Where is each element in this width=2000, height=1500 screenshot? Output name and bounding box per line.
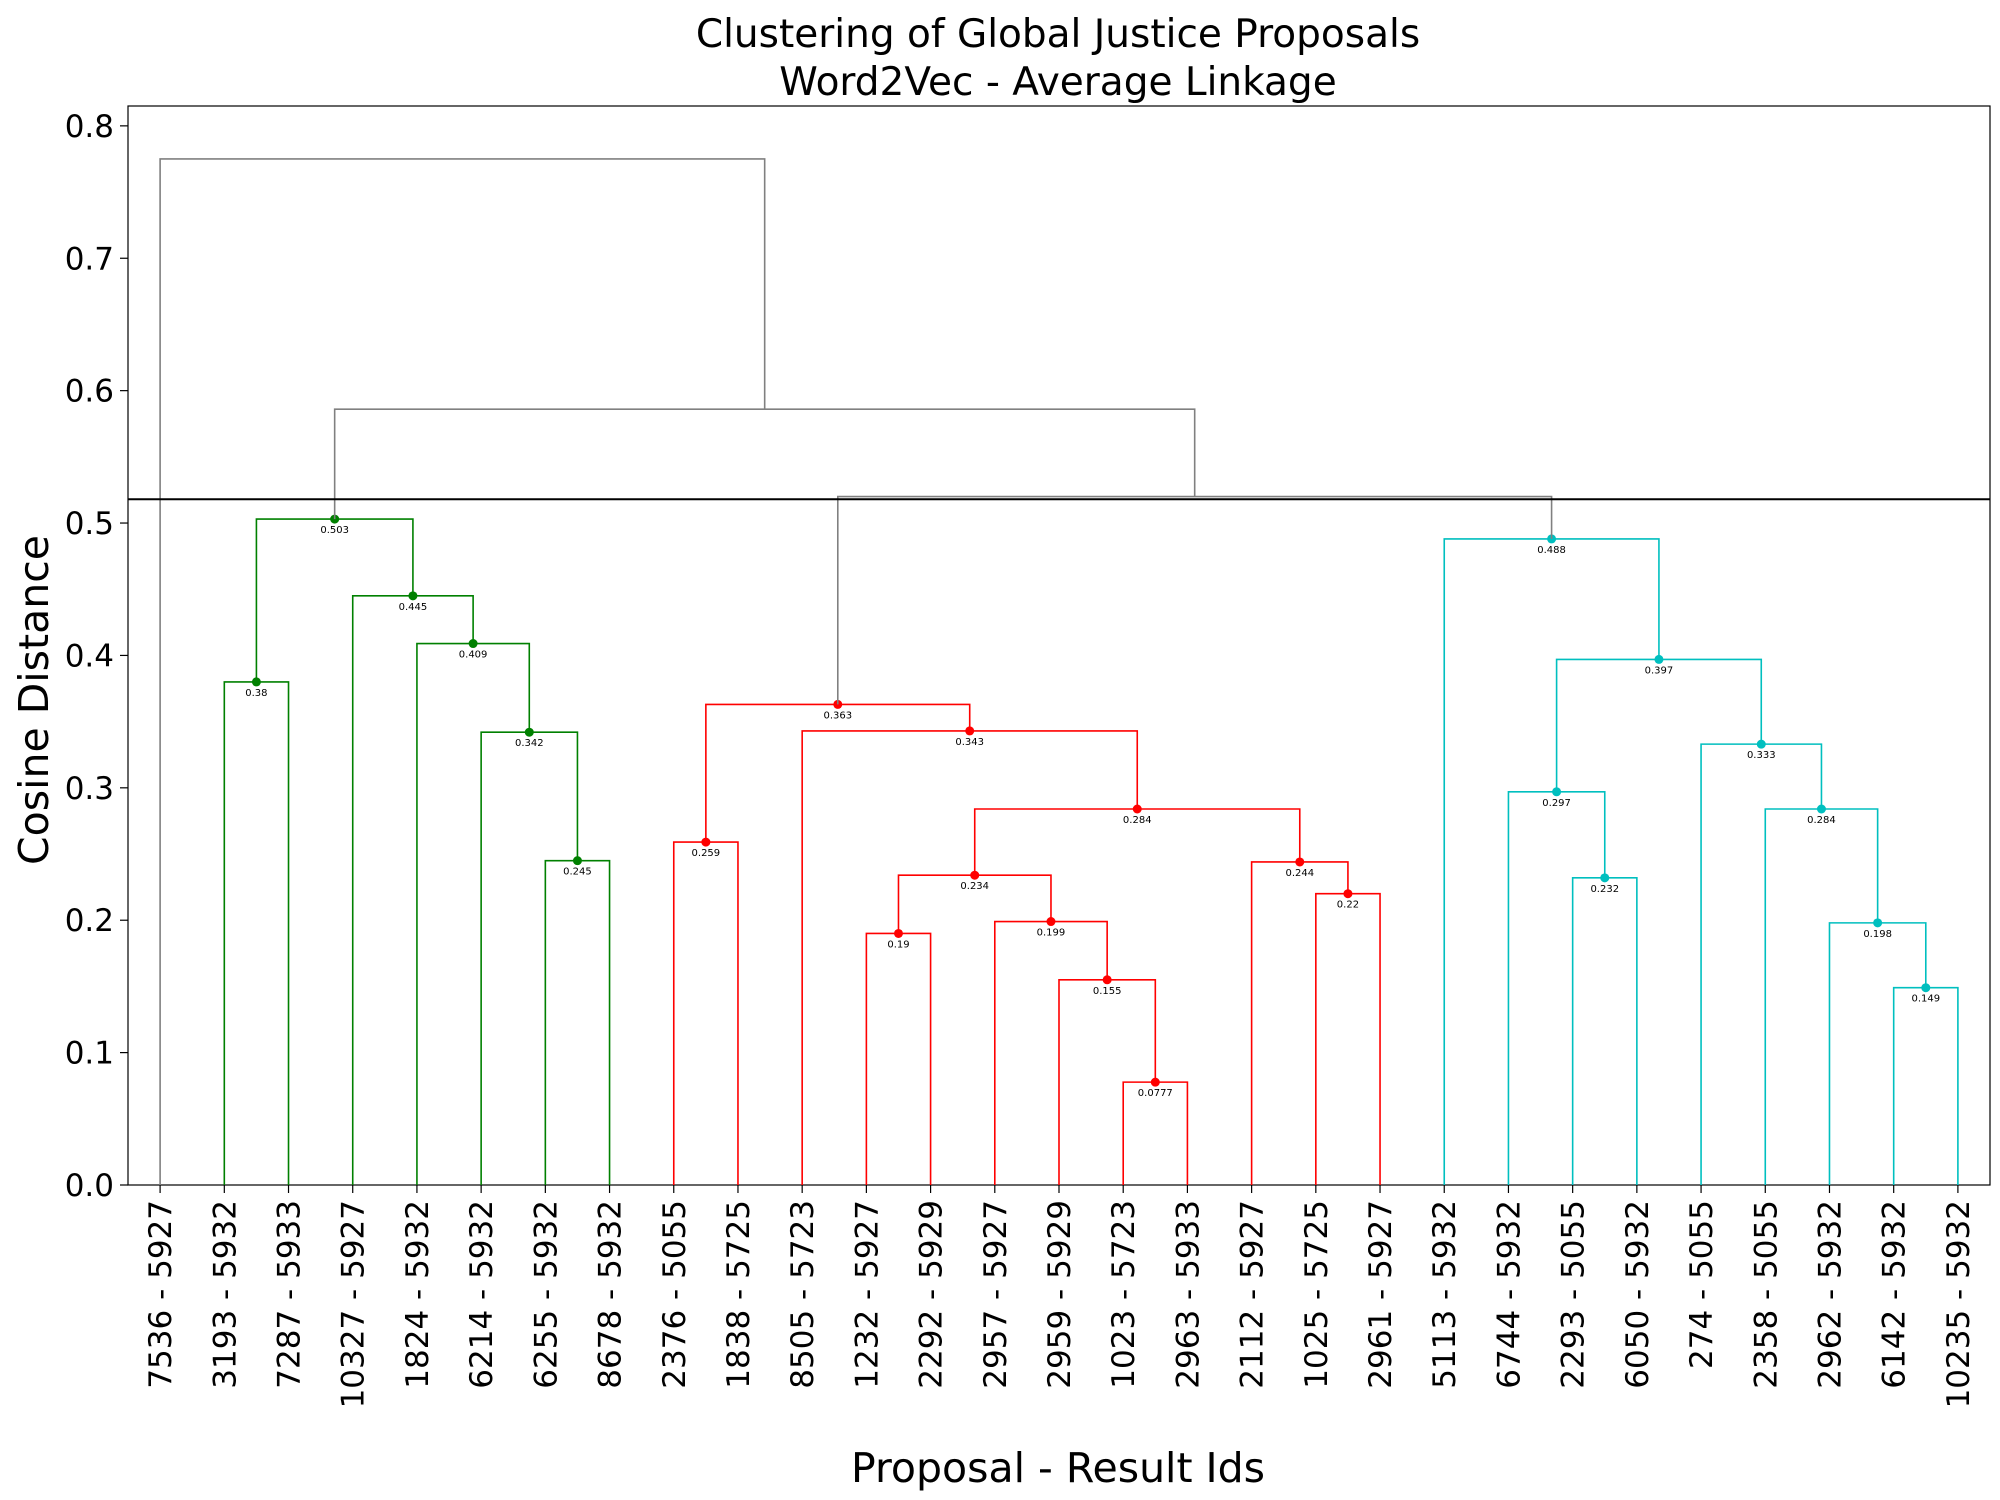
merge-height-label: 0.363 <box>823 710 852 721</box>
leaf-label: 2292 - 5929 <box>914 1200 950 1389</box>
merge-height-label: 0.22 <box>1337 900 1359 911</box>
dendrogram-link <box>1443 538 1660 1185</box>
dendrogram-link <box>544 859 611 1185</box>
dendrogram-link <box>351 595 474 1185</box>
y-tick-label: 0.2 <box>65 903 114 939</box>
leaf-label: 1824 - 5932 <box>400 1200 436 1389</box>
dendrogram-link <box>1315 892 1381 1185</box>
leaf-label: 10327 - 5927 <box>336 1200 372 1408</box>
leaf-label: 2961 - 5927 <box>1363 1200 1399 1389</box>
merge-height-label: 0.19 <box>887 939 909 950</box>
y-tick-label: 0.8 <box>65 109 114 145</box>
dendrogram-link <box>1571 877 1638 1185</box>
y-tick-label: 0.4 <box>65 638 114 674</box>
merge-height-label: 0.409 <box>459 650 488 661</box>
dendrogram-link <box>705 703 971 843</box>
leaf-label: 2962 - 5932 <box>1812 1200 1848 1389</box>
merge-height-label: 0.199 <box>1037 928 1066 939</box>
merge-height-label: 0.333 <box>1747 750 1776 761</box>
plot-area: 0.0 0.1 0.2 0.3 0.4 0.5 0.6 0.7 0.8 7536 - 5927 31… <box>65 105 1991 1408</box>
merge-height-label: 0.259 <box>692 848 721 859</box>
leaf-label: 274 - 5055 <box>1684 1200 1720 1369</box>
merge-height-label: 0.245 <box>563 867 592 878</box>
merge-height-label: 0.232 <box>1590 884 1619 895</box>
y-tick-label: 0.6 <box>65 374 114 410</box>
dendrogram-link <box>1555 658 1763 792</box>
dendrogram-link <box>416 642 531 1185</box>
x-axis-label: Proposal - Result Ids <box>851 1444 1265 1492</box>
merge-height-label: 0.149 <box>1911 994 1940 1005</box>
leaf-label: 8505 - 5723 <box>785 1200 821 1389</box>
dendrogram-link <box>1764 808 1879 1185</box>
dendrogram-link <box>480 731 579 1185</box>
dendrogram-link <box>993 920 1108 1185</box>
merge-height-label: 0.284 <box>1807 815 1836 826</box>
leaf-label: 7536 - 5927 <box>143 1200 179 1389</box>
y-tick-label: 0.5 <box>65 506 114 542</box>
leaf-label: 1023 - 5723 <box>1106 1200 1142 1389</box>
dendrogram-link <box>801 730 1139 1185</box>
merge-height-label: 0.397 <box>1645 665 1674 676</box>
dendrogram-link <box>1700 743 1823 1185</box>
merge-height-label: 0.234 <box>960 881 989 892</box>
dendrogram-link <box>333 408 1196 520</box>
merge-height-label: 0.503 <box>320 525 349 536</box>
merge-height-label: 0.198 <box>1863 929 1892 940</box>
dendrogram-link <box>1892 986 1959 1185</box>
y-axis-label: Cosine Distance <box>10 535 58 865</box>
merge-height-label: 0.244 <box>1285 868 1314 879</box>
leaf-label: 1025 - 5725 <box>1299 1200 1335 1389</box>
merge-height-label: 0.0777 <box>1138 1088 1173 1099</box>
chart-title: Clustering of Global Justice Proposals <box>696 12 1420 57</box>
chart-subtitle: Word2Vec - Average Linkage <box>779 60 1336 105</box>
leaf-label: 2112 - 5927 <box>1235 1200 1271 1389</box>
merge-height-label: 0.342 <box>515 738 544 749</box>
merge-height-label: 0.155 <box>1093 986 1122 997</box>
merge-height-label: 0.445 <box>399 602 428 613</box>
merge-marker <box>1132 804 1142 814</box>
dendrogram-link <box>1507 790 1606 1185</box>
dendrogram-link <box>223 681 290 1185</box>
leaf-label: 1838 - 5725 <box>721 1200 757 1389</box>
leaf-label: 2358 - 5055 <box>1748 1200 1784 1389</box>
y-tick-label: 0.0 <box>65 1168 114 1204</box>
leaf-label: 6214 - 5932 <box>464 1200 500 1389</box>
leaf-label: 2957 - 5927 <box>978 1200 1014 1389</box>
merge-height-label: 0.297 <box>1542 798 1571 809</box>
y-tick-label: 0.3 <box>65 771 114 807</box>
leaf-label: 2963 - 5933 <box>1170 1200 1206 1389</box>
dendrogram-link <box>159 158 766 1185</box>
merge-height-label: 0.488 <box>1537 545 1566 556</box>
leaf-label: 6744 - 5932 <box>1491 1200 1527 1389</box>
y-tick-label: 0.7 <box>65 241 114 277</box>
leaf-label: 2959 - 5929 <box>1042 1200 1078 1389</box>
leaf-label: 2376 - 5055 <box>657 1200 693 1389</box>
leaf-label: 2293 - 5055 <box>1556 1200 1592 1389</box>
leaf-label: 6255 - 5932 <box>528 1200 564 1389</box>
merge-height-label: 0.343 <box>955 737 984 748</box>
merge-height-label: 0.284 <box>1123 815 1152 826</box>
dendrogram-link <box>1250 861 1349 1185</box>
leaf-label: 1232 - 5927 <box>849 1200 885 1389</box>
leaf-label: 3193 - 5932 <box>207 1200 243 1389</box>
leaf-label: 8678 - 5932 <box>593 1200 629 1389</box>
dendrogram-link <box>255 518 414 682</box>
dendrogram-link <box>865 932 932 1185</box>
dendrogram-link <box>1828 922 1927 1185</box>
leaf-label: 6050 - 5932 <box>1620 1200 1656 1389</box>
leaf-label: 7287 - 5933 <box>272 1200 308 1389</box>
leaf-label: 6142 - 5932 <box>1877 1200 1913 1389</box>
leaf-label: 5113 - 5932 <box>1427 1200 1463 1389</box>
dendrogram-link <box>672 841 739 1185</box>
y-tick-label: 0.1 <box>65 1036 114 1072</box>
merge-height-label: 0.38 <box>245 688 267 699</box>
leaf-label: 10235 - 5932 <box>1941 1200 1977 1408</box>
